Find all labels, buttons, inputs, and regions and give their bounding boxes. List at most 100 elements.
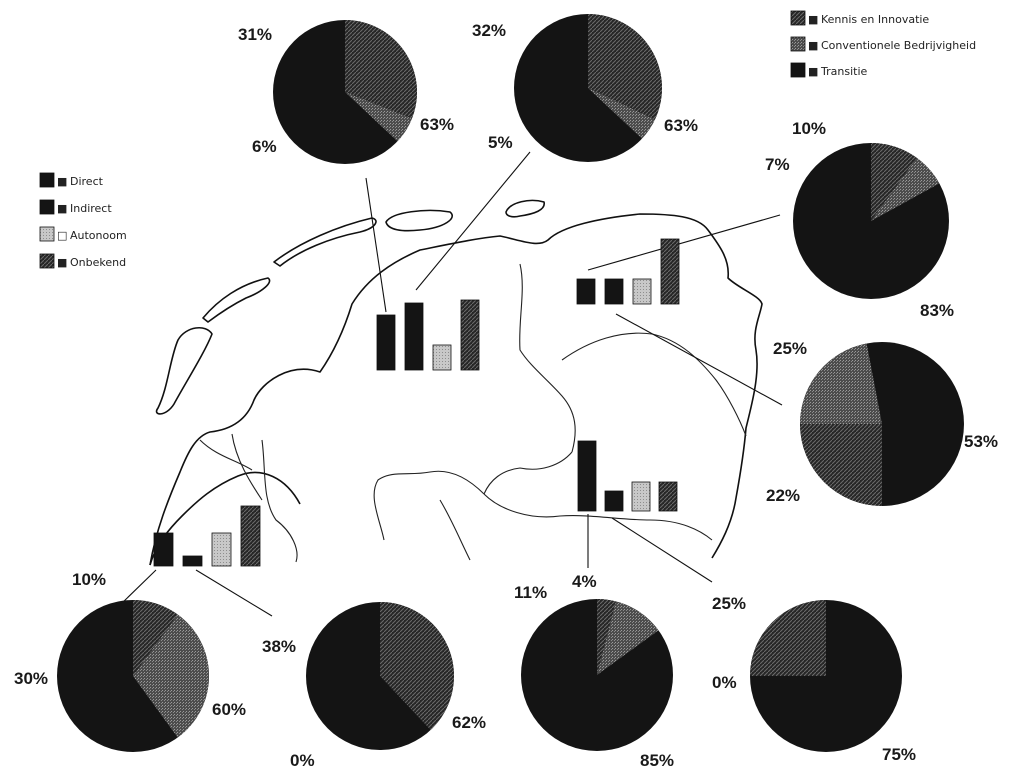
pie-label: 7% <box>765 155 790 174</box>
bar-group-noord-holland <box>153 505 261 567</box>
border-noord-holland-flevoland <box>261 439 298 563</box>
pie-slice-medium-7 <box>871 157 940 221</box>
bar-friesland-autonoom <box>432 344 452 371</box>
pie-label: 25% <box>712 594 746 613</box>
bar-groningen-onbekend <box>660 238 680 305</box>
legend-label-autonoom: Autonoom <box>70 229 127 242</box>
border-west-coast <box>199 439 253 471</box>
legend-marker-autonoom: □ <box>57 229 67 242</box>
pie-friesland-direct <box>273 20 417 164</box>
border-friesland-drenthe <box>483 451 573 495</box>
pie-slice-hatch-25 <box>800 424 882 506</box>
pie-slice-hatch-38 <box>380 602 454 730</box>
legend-swatch-indirect <box>39 199 55 215</box>
pie-slice-hatch-10 <box>133 600 178 676</box>
pie-groningen-onbekend <box>793 143 949 299</box>
pie-drenthe-direct <box>521 599 673 751</box>
leader-noord-holland-indirect <box>195 569 273 617</box>
pie-groningen-direct <box>800 342 964 506</box>
pie-slice-hatch-31 <box>345 20 417 119</box>
pie-label: 10% <box>72 570 106 589</box>
legend-marker-conventionele-bedrijvigheid: ■ <box>808 39 818 52</box>
pie-label: 83% <box>920 301 954 320</box>
pie-friesland-indirect <box>514 14 663 162</box>
pie-label: 22% <box>766 486 800 505</box>
canal-line <box>231 433 263 501</box>
legend-label-conventionele-bedrijvigheid: Conventionele Bedrijvigheid <box>821 39 976 52</box>
pie-label: 32% <box>472 21 506 40</box>
pie-slice-hatch-10 <box>871 143 917 221</box>
border-groningen-drenthe <box>561 332 747 437</box>
bar-friesland-indirect <box>404 302 424 371</box>
pie-label: 25% <box>773 339 807 358</box>
bar-drenthe-direct <box>577 440 597 512</box>
legend-marker-transitie: ■ <box>808 65 818 78</box>
pie-charts <box>57 14 964 752</box>
bar-friesland-direct <box>376 314 396 371</box>
pie-slice-medium-11 <box>597 601 659 675</box>
leader-groningen-direct <box>615 313 783 406</box>
island-vlieland <box>202 277 271 323</box>
pie-label: 30% <box>14 669 48 688</box>
bar-noord-holland-direct <box>153 532 174 567</box>
policy-legend: ■ Kennis en Innovatie ■ Conventionele Be… <box>790 10 976 78</box>
pie-label: 53% <box>964 432 998 451</box>
pie-label: 63% <box>420 115 454 134</box>
pie-label: 11% <box>514 583 547 602</box>
pie-drenthe-indirect <box>750 600 902 752</box>
pie-noord-holland-direct <box>57 600 210 752</box>
border-friesland-groningen <box>519 263 576 453</box>
bar-friesland-onbekend <box>460 299 480 371</box>
bar-drenthe-onbekend <box>658 481 678 512</box>
border-friesland-overijssel <box>373 470 485 541</box>
pie-label: 0% <box>290 751 315 768</box>
pie-label: 0% <box>712 673 737 692</box>
legend-marker-indirect: ■ <box>57 202 67 215</box>
pie-slice-medium-6 <box>345 92 412 142</box>
category-legend: ■ Direct ■ Indirect □ Autonoom ■ Onbeken… <box>39 172 127 269</box>
border-overijssel-south <box>439 499 471 561</box>
leader-lines <box>119 151 783 617</box>
bar-noord-holland-autonoom <box>211 532 232 567</box>
pie-slice-hatch-32 <box>588 14 663 120</box>
legend-marker-kennis-en-innovatie: ■ <box>808 13 818 26</box>
pie-label: 38% <box>262 637 296 656</box>
bar-group-groningen <box>576 238 680 305</box>
legend-label-onbekend: Onbekend <box>70 256 126 269</box>
legend-label-indirect: Indirect <box>70 202 112 215</box>
legend-swatch-autonoom <box>39 226 55 242</box>
pie-label: 6% <box>252 137 277 156</box>
bar-noord-holland-indirect <box>182 555 203 567</box>
pie-label: 85% <box>640 751 674 768</box>
pie-slice-hatch-4 <box>597 599 616 675</box>
bar-group-drenthe <box>577 440 678 512</box>
bar-drenthe-autonoom <box>631 481 651 512</box>
leader-friesland-indirect <box>415 151 531 291</box>
island-texel <box>155 327 213 415</box>
legend-swatch-conventionele-bedrijvigheid <box>790 36 806 52</box>
bar-groups <box>153 238 680 567</box>
legend-swatch-direct <box>39 172 55 188</box>
legend-label-transitie: Transitie <box>820 65 867 78</box>
bar-groningen-autonoom <box>632 278 652 305</box>
northern-netherlands-map <box>149 199 763 566</box>
legend-marker-onbekend: ■ <box>57 256 67 269</box>
island-terschelling <box>273 217 377 267</box>
pie-slice-medium-30 <box>133 614 210 738</box>
leader-drenthe-indirect <box>611 517 713 583</box>
leader-noord-holland-direct <box>119 569 157 606</box>
bar-groningen-indirect <box>604 278 624 305</box>
bar-noord-holland-onbekend <box>240 505 261 567</box>
pie-noord-holland-indirect <box>306 602 454 750</box>
pie-label: 4% <box>572 572 597 591</box>
leader-groningen-onbekend <box>587 214 781 271</box>
legend-label-direct: Direct <box>70 175 104 188</box>
pie-label: 10% <box>792 119 826 138</box>
bar-group-friesland <box>376 299 480 371</box>
border-drenthe-overijssel <box>483 493 713 541</box>
mainland-coast <box>149 213 763 566</box>
island-ameland <box>385 209 453 232</box>
pie-label: 62% <box>452 713 486 732</box>
bar-drenthe-indirect <box>604 490 624 512</box>
